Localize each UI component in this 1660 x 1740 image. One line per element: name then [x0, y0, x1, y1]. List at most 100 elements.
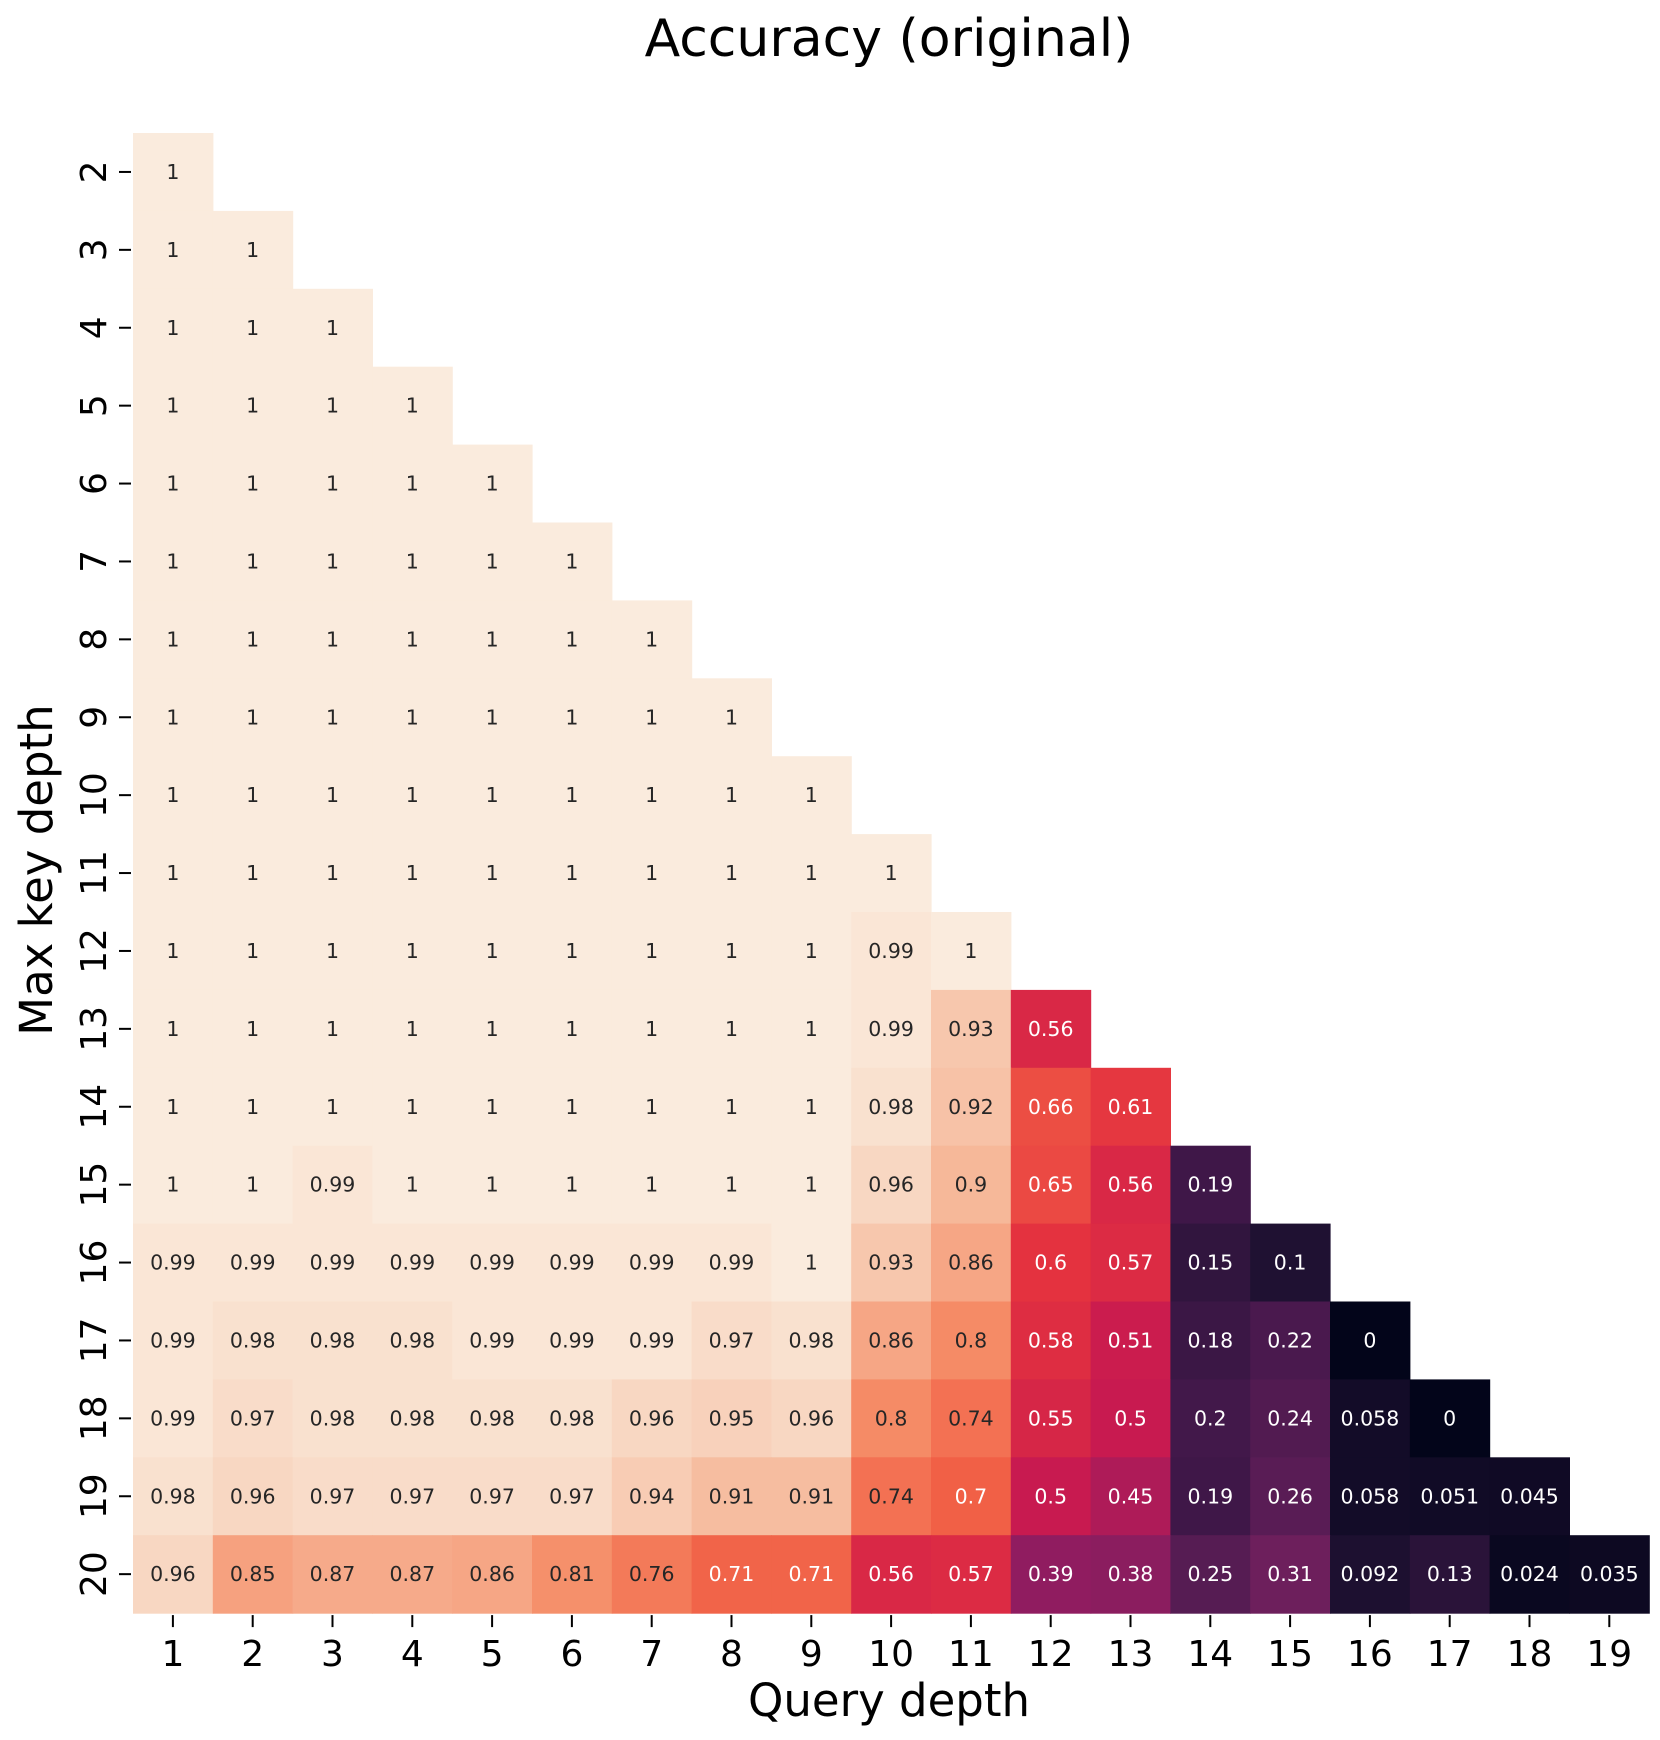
heatmap-cell [1010, 1145, 1092, 1225]
cell-value-label: 1 [725, 1173, 738, 1197]
cell-value-label: 0.81 [549, 1562, 595, 1586]
cell-value-label: 0.99 [709, 1251, 755, 1275]
chart-title: Accuracy (original) [645, 9, 1134, 69]
cell-value-label: 1 [725, 939, 738, 963]
heatmap-cell [931, 1067, 1012, 1147]
heatmap-cell [292, 1301, 373, 1380]
x-tick-label: 7 [640, 1634, 663, 1675]
heatmap-cell [931, 1379, 1012, 1458]
cell-value-label: 0.61 [1108, 1095, 1154, 1119]
cell-value-label: 1 [406, 783, 419, 807]
cell-value-label: 1 [166, 1173, 179, 1197]
heatmap-cell [691, 1223, 772, 1303]
heatmap-cell [691, 1379, 772, 1458]
cell-value-label: 1 [725, 1095, 738, 1119]
heatmap-cell [212, 1457, 294, 1536]
heatmap-cell [611, 1145, 693, 1225]
cell-value-label: 0.1 [1274, 1251, 1307, 1275]
cell-value-label: 0.97 [549, 1484, 595, 1508]
cell-value-label: 0.25 [1187, 1562, 1233, 1586]
cell-value-label: 0.99 [469, 1328, 515, 1352]
heatmap-cell [452, 522, 533, 601]
heatmap-cell [611, 600, 693, 679]
cell-value-label: 1 [645, 1017, 658, 1041]
y-tick-label: 13 [74, 1006, 115, 1052]
heatmap-cell [851, 834, 932, 913]
heatmap-cell [691, 834, 772, 913]
heatmap-cell [372, 366, 453, 446]
cell-value-label: 1 [166, 316, 179, 340]
cell-value-label: 1 [246, 627, 259, 651]
cell-value-label: 0.99 [150, 1328, 196, 1352]
cell-value-label: 1 [406, 1017, 419, 1041]
heatmap-cell [133, 756, 214, 835]
heatmap-cell [931, 1535, 1012, 1614]
heatmap-cell [1330, 1301, 1411, 1380]
cell-value-label: 1 [486, 472, 499, 496]
y-tick-label: 15 [74, 1162, 115, 1208]
heatmap-cell [532, 1535, 613, 1614]
heatmap-cell [851, 1379, 932, 1458]
heatmap-cell [931, 1223, 1012, 1303]
cell-value-label: 1 [406, 705, 419, 729]
heatmap-cell [771, 1301, 852, 1380]
cell-value-label: 1 [645, 1095, 658, 1119]
cell-value-label: 0.56 [1028, 1017, 1074, 1041]
cell-value-label: 0.74 [868, 1484, 914, 1508]
heatmap-cell [372, 444, 453, 524]
heatmap-cell [133, 133, 214, 212]
heatmap-cell [133, 1379, 214, 1458]
heatmap-cell [931, 1301, 1012, 1380]
cell-value-label: 0.96 [150, 1562, 196, 1586]
cell-value-label: 0.86 [469, 1562, 515, 1586]
y-tick-label: 14 [74, 1084, 115, 1130]
cell-value-label: 0.99 [868, 1017, 914, 1041]
heatmap-cell [133, 1067, 214, 1147]
heatmap-cells [133, 133, 1650, 1614]
heatmap-cell [133, 678, 214, 757]
heatmap-cell [1330, 1379, 1411, 1458]
y-tick-label: 7 [74, 550, 115, 573]
heatmap-cell [452, 1379, 533, 1458]
heatmap-cell [532, 1223, 613, 1303]
heatmap-cell [611, 1301, 693, 1380]
y-tick-label: 16 [74, 1240, 115, 1286]
heatmap-cell [212, 989, 294, 1069]
heatmap-cell [372, 1067, 453, 1147]
heatmap-cell [1090, 1067, 1171, 1147]
heatmap-cell [532, 1145, 613, 1225]
cell-value-label: 0.19 [1187, 1173, 1233, 1197]
heatmap-cell [771, 1457, 852, 1536]
heatmap-cell [292, 1145, 373, 1225]
cell-value-label: 1 [166, 549, 179, 573]
cell-value-label: 0.95 [709, 1406, 755, 1430]
x-tick-label: 13 [1108, 1634, 1154, 1675]
x-tick-label: 8 [720, 1634, 743, 1675]
heatmap-cell [212, 912, 294, 991]
heatmap-cell [771, 912, 852, 991]
heatmap-cell [452, 912, 533, 991]
cell-value-label: 0.86 [868, 1328, 914, 1352]
cell-value-label: 1 [565, 861, 578, 885]
heatmap-cell [292, 1457, 373, 1536]
cell-value-label: 0.65 [1028, 1173, 1074, 1197]
x-tick-label: 9 [800, 1634, 823, 1675]
heatmap-cell [611, 678, 693, 757]
heatmap-cell [1569, 1535, 1650, 1614]
cell-value-label: 1 [166, 705, 179, 729]
heatmap-cell [771, 1535, 852, 1614]
cell-value-label: 0.91 [788, 1484, 834, 1508]
cell-value-label: 1 [486, 1173, 499, 1197]
x-tick-label: 17 [1427, 1634, 1473, 1675]
cell-value-label: 0.98 [150, 1484, 196, 1508]
y-axis: 2 3 4 5 6 7 8 9 10 11 12 13 14 15 16 17 18 19 20 [74, 160, 131, 1597]
cell-value-label: 0.5 [1114, 1406, 1147, 1430]
cell-value-label: 0.56 [1108, 1173, 1154, 1197]
cell-value-label: 1 [565, 705, 578, 729]
cell-value-label: 1 [805, 1173, 818, 1197]
heatmap-cell [1250, 1379, 1331, 1458]
heatmap-cell [133, 1145, 214, 1225]
heatmap-cell [1010, 1301, 1092, 1380]
heatmap-cell [1250, 1301, 1331, 1380]
